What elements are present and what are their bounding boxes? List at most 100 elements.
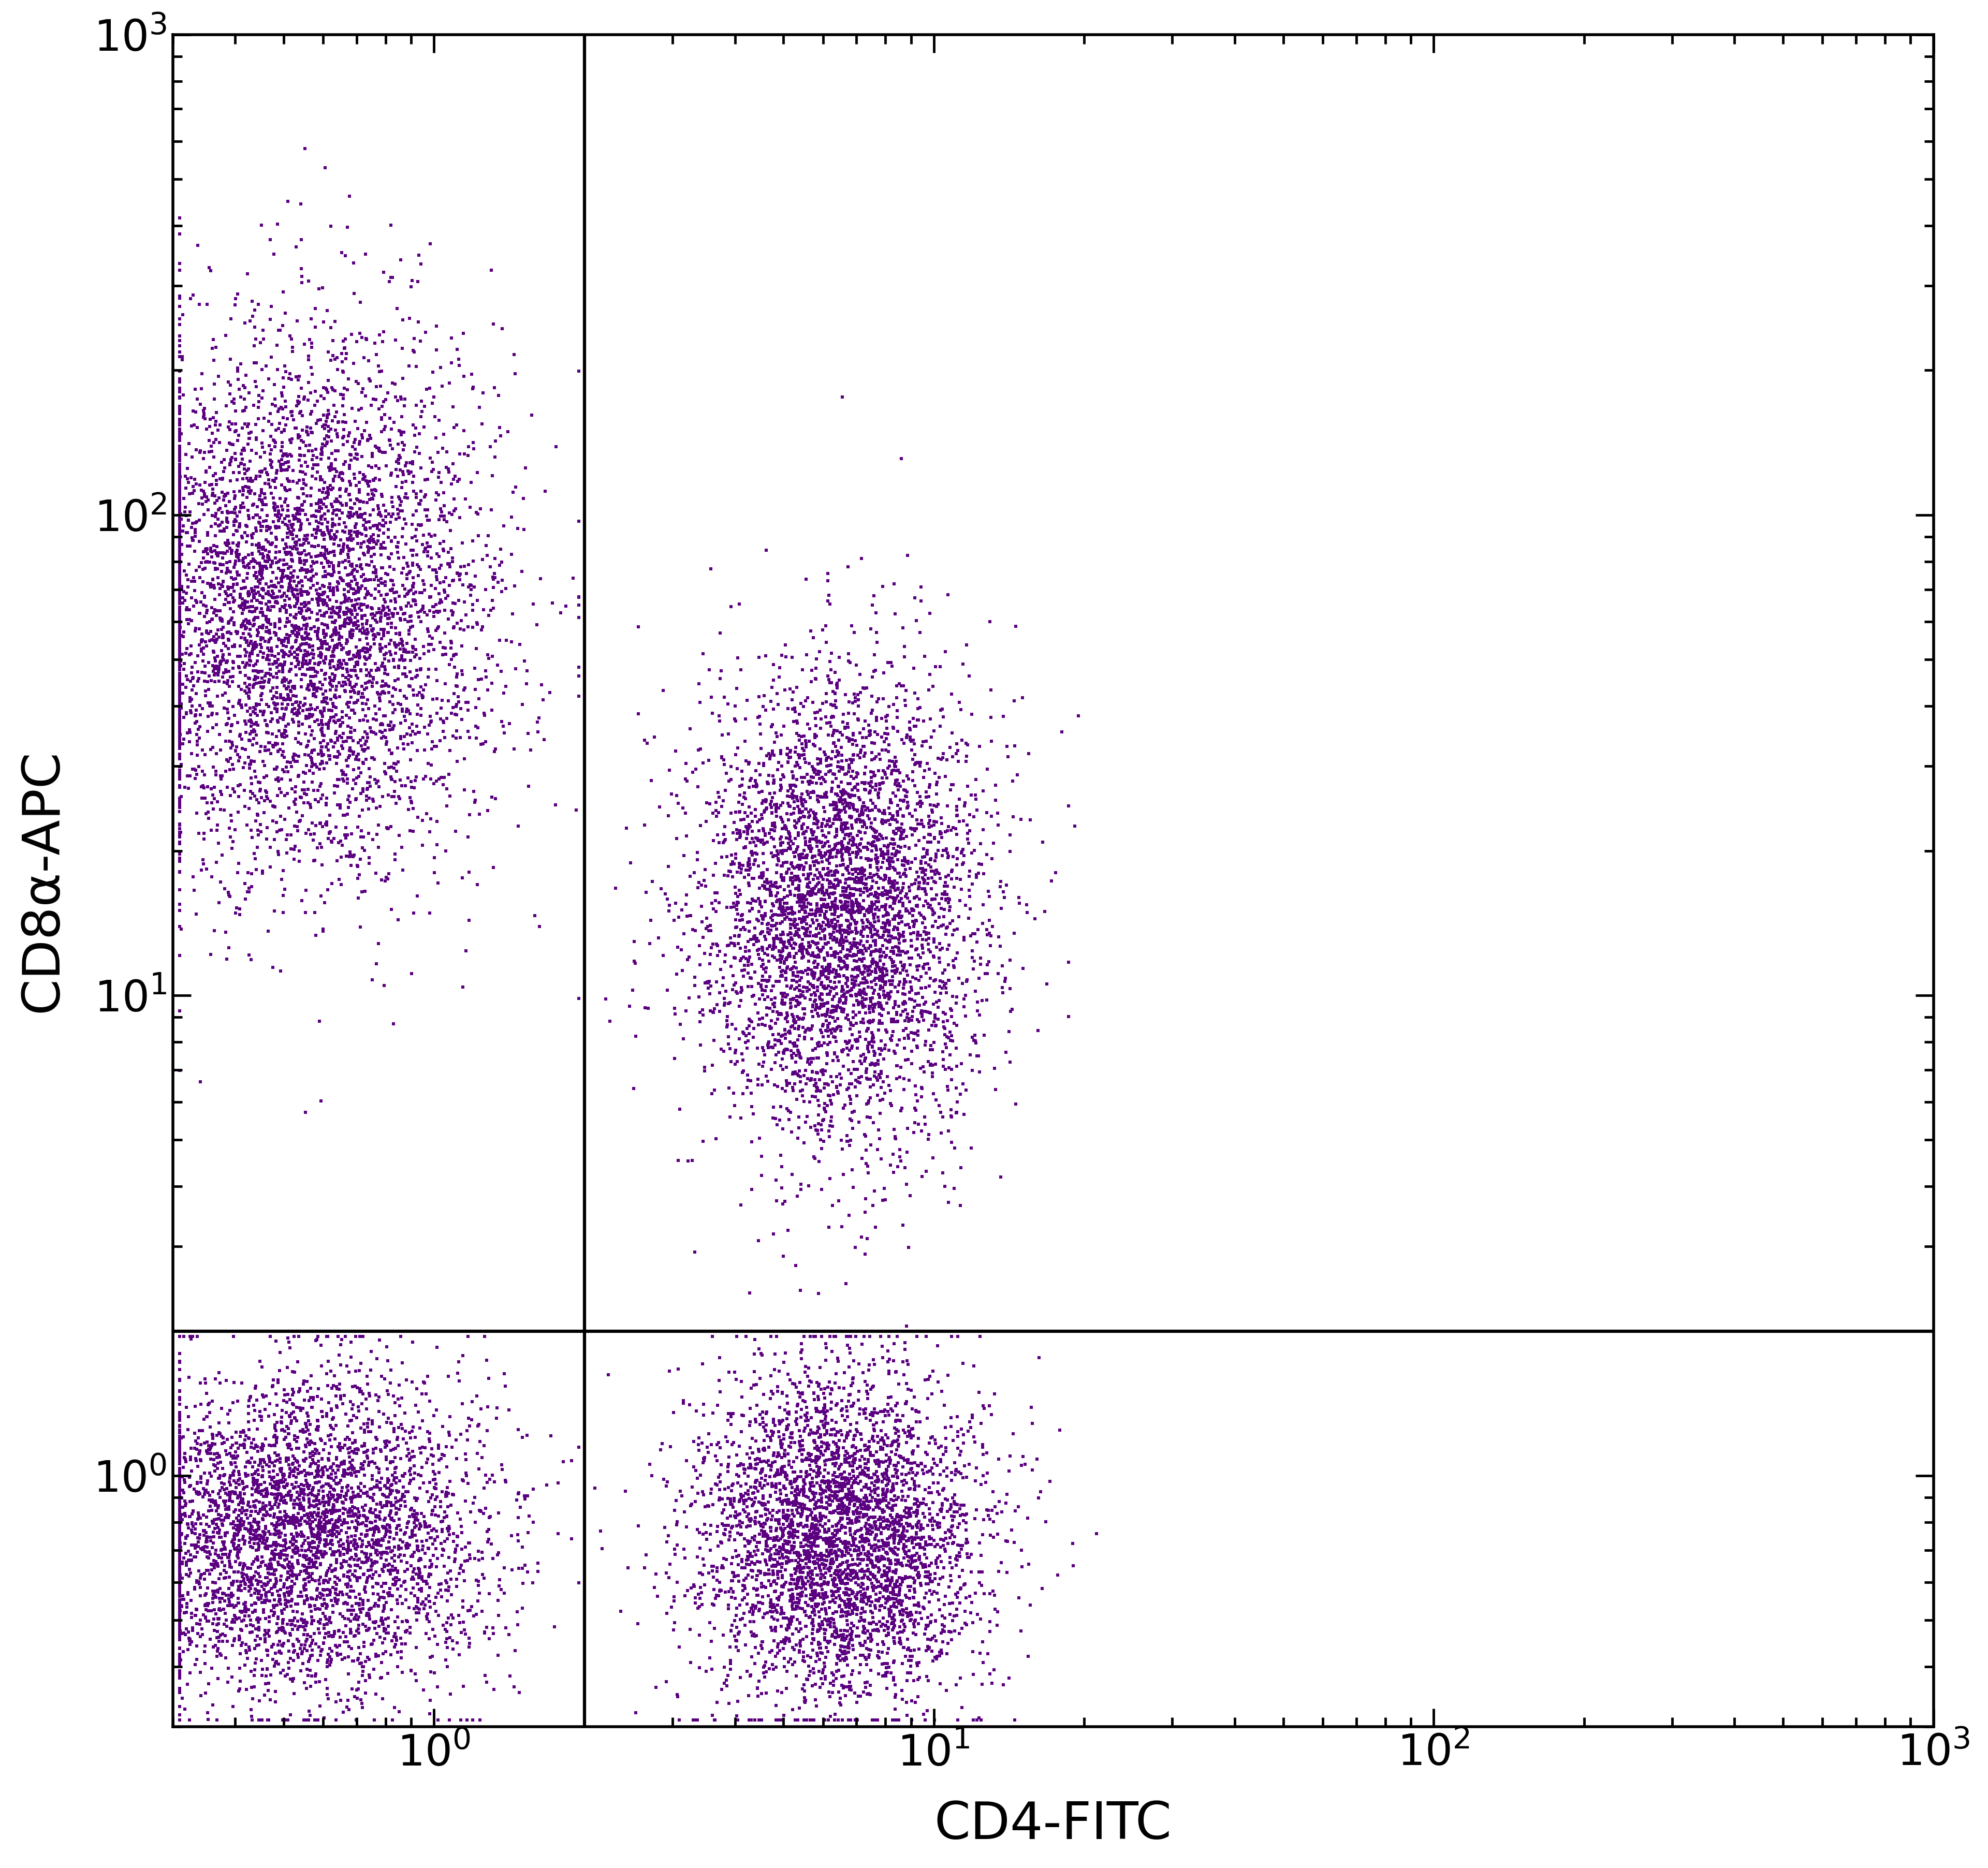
Point bbox=[262, 1577, 294, 1606]
Point bbox=[366, 624, 398, 654]
Point bbox=[280, 699, 312, 729]
Point bbox=[873, 751, 905, 781]
Point bbox=[891, 1550, 922, 1580]
Point bbox=[302, 540, 334, 570]
Point bbox=[294, 654, 326, 684]
Point bbox=[843, 783, 875, 813]
Point bbox=[334, 1577, 366, 1606]
Point bbox=[324, 1435, 356, 1465]
Point bbox=[819, 1612, 851, 1642]
Point bbox=[765, 1705, 797, 1735]
Point bbox=[807, 1461, 839, 1491]
Point bbox=[883, 790, 914, 820]
Point bbox=[801, 1521, 833, 1550]
Point bbox=[863, 1504, 895, 1534]
Point bbox=[163, 897, 195, 927]
Point bbox=[757, 1545, 789, 1575]
Point bbox=[1016, 1392, 1048, 1422]
Point bbox=[801, 1580, 833, 1610]
Point bbox=[704, 1343, 736, 1373]
Point bbox=[225, 1418, 256, 1448]
Point bbox=[897, 1705, 928, 1735]
Point bbox=[940, 792, 972, 822]
Point bbox=[702, 990, 734, 1020]
Point bbox=[398, 674, 429, 704]
Point bbox=[463, 1410, 495, 1440]
Point bbox=[843, 979, 875, 1009]
Point bbox=[863, 1535, 895, 1565]
Point bbox=[829, 1625, 861, 1655]
Point bbox=[254, 445, 286, 474]
Point bbox=[264, 1479, 296, 1509]
Point bbox=[300, 676, 332, 706]
Point bbox=[793, 1705, 825, 1735]
Point bbox=[889, 1065, 920, 1095]
Point bbox=[815, 1498, 847, 1528]
Point bbox=[221, 732, 252, 762]
Point bbox=[749, 818, 781, 848]
Point bbox=[779, 1373, 811, 1403]
Point bbox=[410, 1367, 441, 1397]
Point bbox=[815, 996, 847, 1026]
Point bbox=[855, 1397, 887, 1427]
Point bbox=[215, 618, 247, 648]
Point bbox=[751, 865, 783, 895]
Point bbox=[223, 1517, 254, 1547]
Point bbox=[396, 1466, 427, 1496]
Point bbox=[280, 534, 312, 564]
Point bbox=[879, 1537, 911, 1567]
Point bbox=[837, 934, 869, 964]
Point bbox=[324, 1339, 356, 1369]
Point bbox=[286, 665, 318, 695]
Point bbox=[811, 941, 843, 971]
Point bbox=[771, 1541, 803, 1571]
Point bbox=[777, 867, 809, 897]
Point bbox=[744, 1468, 775, 1498]
Point bbox=[467, 544, 499, 573]
Point bbox=[712, 1029, 744, 1059]
Point bbox=[215, 715, 247, 745]
Point bbox=[757, 760, 789, 790]
Point bbox=[320, 1588, 352, 1618]
Point bbox=[823, 1705, 855, 1735]
Point bbox=[404, 1556, 435, 1586]
Point bbox=[757, 900, 789, 930]
Point bbox=[260, 1569, 292, 1599]
Point bbox=[473, 1465, 505, 1494]
Point bbox=[310, 536, 342, 566]
Point bbox=[716, 841, 747, 870]
Point bbox=[821, 1517, 853, 1547]
Point bbox=[932, 885, 964, 915]
Point bbox=[831, 977, 863, 1007]
Point bbox=[797, 1504, 829, 1534]
Point bbox=[167, 512, 199, 542]
Point bbox=[296, 1565, 328, 1595]
Point bbox=[362, 1502, 394, 1532]
Point bbox=[414, 1468, 445, 1498]
Point bbox=[334, 841, 366, 870]
Point bbox=[873, 1506, 905, 1535]
Point bbox=[241, 648, 272, 678]
Point bbox=[815, 906, 847, 936]
Point bbox=[871, 1478, 903, 1507]
Point bbox=[899, 1552, 930, 1582]
Point bbox=[877, 829, 909, 859]
Point bbox=[324, 644, 356, 674]
Point bbox=[682, 1543, 714, 1573]
Point bbox=[306, 1511, 338, 1541]
Point bbox=[863, 990, 895, 1020]
Point bbox=[835, 878, 867, 908]
Point bbox=[863, 1493, 895, 1522]
Point bbox=[316, 1459, 348, 1489]
Point bbox=[191, 1526, 223, 1556]
Point bbox=[823, 1541, 855, 1571]
Point bbox=[785, 930, 817, 960]
Point bbox=[382, 1487, 414, 1517]
Point bbox=[863, 846, 895, 876]
Point bbox=[221, 1541, 252, 1571]
Point bbox=[901, 1651, 932, 1681]
Point bbox=[905, 899, 936, 928]
Point bbox=[264, 435, 296, 465]
Point bbox=[783, 874, 815, 904]
Point bbox=[765, 1173, 797, 1203]
